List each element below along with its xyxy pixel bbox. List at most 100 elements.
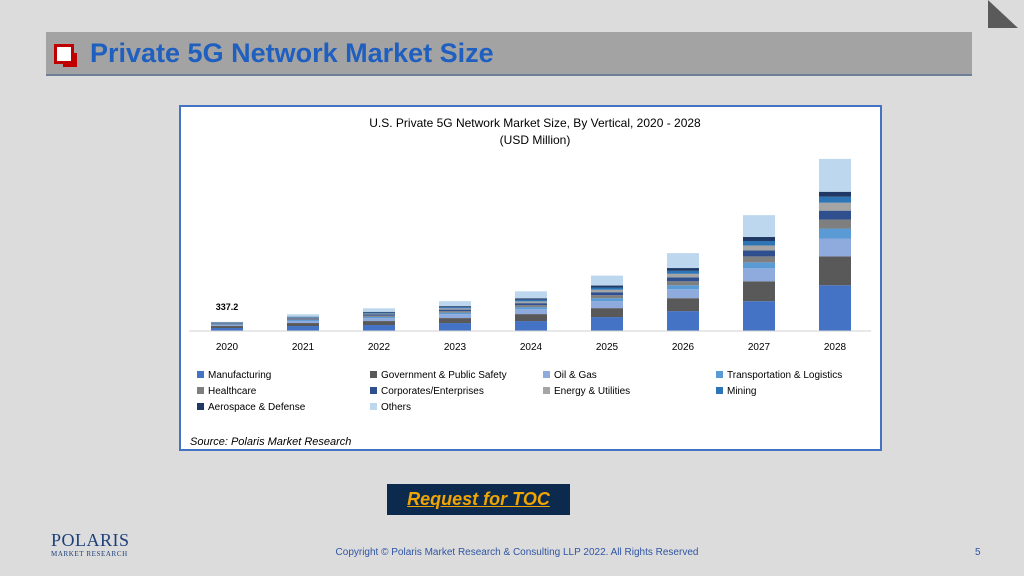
x-tick-label-2020: 2020 [216,342,239,353]
legend-swatch-energy-utilities [543,387,550,394]
bar-segment-2024-manufacturing [515,321,547,331]
x-tick-label-2028: 2028 [824,342,847,353]
bar-segment-2025-government-public-safety [591,308,623,318]
checkbox-bullet-icon [54,44,77,67]
page-title: Private 5G Network Market Size [90,38,494,68]
bar-segment-2023-others [439,301,471,307]
bar-segment-2022-transportation-logistics [363,316,395,319]
bar-segment-2028-manufacturing [819,285,851,331]
bar-segment-2022-energy-utilities [363,313,395,315]
legend-label-aerospace-defense: Aerospace & Defense [208,402,306,413]
bar-segment-2024-transportation-logistics [515,307,547,310]
legend-label-others: Others [381,402,411,413]
bar-segment-2025-transportation-logistics [591,298,623,302]
bar-segment-2028-mining [819,196,851,203]
title-bar: Private 5G Network Market Size [46,32,972,76]
bar-segment-2025-others [591,275,623,286]
bar-annotation-2020: 337.2 [216,302,239,312]
bar-segment-2022-others [363,308,395,312]
bar-segment-2021-others [287,314,319,317]
bar-segment-2023-government-public-safety [439,318,471,324]
x-tick-label-2025: 2025 [596,342,619,353]
bar-segment-2023-healthcare [439,311,471,313]
bar-segment-2023-transportation-logistics [439,312,471,315]
bar-segment-2026-healthcare [667,281,699,286]
bar-segment-2028-energy-utilities [819,202,851,211]
bar-segment-2026-oil-gas [667,289,699,299]
chart-source: Source: Polaris Market Research [190,436,351,448]
bar-segment-2021-transportation-logistics [287,320,319,322]
bar-segment-2026-aerospace-defense [667,268,699,271]
bar-segment-2020-manufacturing [211,328,243,331]
legend-label-energy-utilities: Energy & Utilities [554,386,630,397]
bar-segment-2028-others [819,158,851,192]
bar-segment-2028-corporates-enterprises [819,210,851,220]
bar-segment-2028-transportation-logistics [819,228,851,239]
chart-subtitle: (USD Million) [500,133,571,147]
bar-segment-2026-energy-utilities [667,273,699,278]
x-tick-label-2027: 2027 [748,342,771,353]
legend-label-oil-gas: Oil & Gas [554,370,597,381]
bar-segment-2026-mining [667,270,699,274]
bar-segment-2024-others [515,291,547,299]
bar-segment-2023-manufacturing [439,323,471,331]
bar-segment-2020-transportation-logistics [211,324,243,326]
bar-segment-2020-healthcare [211,323,243,325]
legend-swatch-government-public-safety [370,371,377,378]
bar-segment-2025-corporates-enterprises [591,292,623,296]
legend-swatch-manufacturing [197,371,204,378]
bar-segment-2020-aerospace-defense [211,322,243,323]
logo-brand: POLARIS [51,530,130,550]
bar-segment-2023-corporates-enterprises [439,309,471,312]
x-tick-label-2026: 2026 [672,342,695,353]
bar-segment-2020-corporates-enterprises [211,323,243,324]
legend-label-transportation-logistics: Transportation & Logistics [727,370,842,381]
bar-segment-2024-mining [515,299,547,302]
bar-segment-2023-energy-utilities [439,308,471,310]
bar-segment-2026-transportation-logistics [667,285,699,290]
bar-segment-2024-government-public-safety [515,314,547,322]
bar-segment-2028-government-public-safety [819,256,851,286]
legend-swatch-healthcare [197,387,204,394]
bar-segment-2022-aerospace-defense [363,311,395,313]
bar-segment-2021-aerospace-defense [287,316,319,318]
legend-label-manufacturing: Manufacturing [208,370,271,381]
legend-swatch-corporates-enterprises [370,387,377,394]
legend-swatch-aerospace-defense [197,403,204,410]
bar-segment-2021-corporates-enterprises [287,318,319,320]
legend-label-mining: Mining [727,386,756,397]
bar-segment-2027-healthcare [743,256,775,263]
bar-segment-2022-manufacturing [363,325,395,331]
legend-swatch-others [370,403,377,410]
x-tick-label-2024: 2024 [520,342,543,353]
bar-segment-2023-oil-gas [439,314,471,319]
chart-title: U.S. Private 5G Network Market Size, By … [369,116,701,130]
bar-segment-2024-oil-gas [515,309,547,315]
bar-segment-2027-mining [743,240,775,246]
page-number: 5 [975,547,981,558]
bar-segment-2020-mining [211,322,243,324]
legend-swatch-transportation-logistics [716,371,723,378]
polaris-logo: POLARIS MARKET RESEARCH [51,530,130,558]
legend-label-government-public-safety: Government & Public Safety [381,370,507,381]
bar-segment-2020-energy-utilities [211,323,243,324]
bar-segment-2025-energy-utilities [591,289,623,293]
bar-segment-2022-oil-gas [363,318,395,322]
bar-segment-2021-healthcare [287,319,319,321]
bar-segment-2027-oil-gas [743,268,775,282]
bar-segment-2024-corporates-enterprises [515,303,547,306]
bar-segment-2028-healthcare [819,219,851,229]
legend-label-corporates-enterprises: Corporates/Enterprises [381,386,484,397]
stacked-bar-chart: U.S. Private 5G Network Market Size, By … [189,116,871,448]
legend-swatch-oil-gas [543,371,550,378]
request-toc-button[interactable]: Request for TOC [387,484,570,515]
bar-segment-2020-others [211,321,243,323]
bar-segment-2022-healthcare [363,315,395,317]
bar-segment-2027-government-public-safety [743,281,775,302]
bar-segment-2022-corporates-enterprises [363,314,395,316]
bar-segment-2025-oil-gas [591,301,623,309]
bar-segment-2021-mining [287,317,319,318]
copyright-text: Copyright © Polaris Market Research & Co… [335,547,699,558]
bar-segment-2022-mining [363,312,395,314]
bar-segment-2024-energy-utilities [515,301,547,304]
